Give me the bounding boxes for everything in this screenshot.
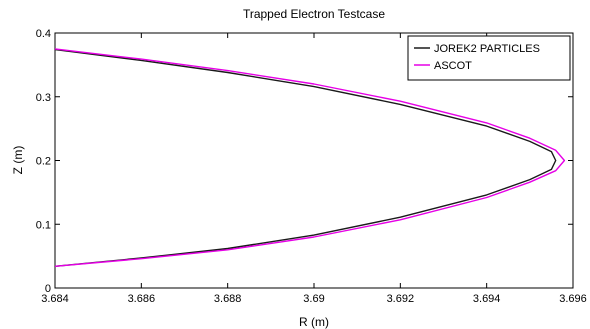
x-tick-label: 3.696	[559, 293, 587, 305]
legend-label-0: JOREK2 PARTICLES	[434, 43, 540, 55]
x-tick-label: 3.684	[41, 293, 69, 305]
series-layer	[54, 48, 566, 267]
x-tick-label: 3.692	[387, 293, 415, 305]
x-axis-title: R (m)	[299, 315, 329, 329]
y-tick-label: 0.4	[36, 28, 51, 40]
y-tick-label: 0.2	[36, 156, 51, 168]
y-tick-label: 0.3	[36, 92, 51, 104]
x-tick-label: 3.688	[214, 293, 242, 305]
y-tick-label: 0	[45, 283, 51, 295]
x-tick-label: 3.686	[128, 293, 156, 305]
series-line-1	[54, 48, 566, 267]
axis-ticks: 3.684 3.686 3.688 3.69 3.692 3.694 3.696 0 0.1 0.…	[36, 28, 587, 305]
legend-label-1: ASCOT	[434, 60, 472, 72]
series-line-0	[54, 48, 557, 267]
y-tick-label: 0.1	[36, 219, 51, 231]
legend: JOREK2 PARTICLES ASCOT	[407, 35, 571, 81]
y-axis-title: Z (m)	[11, 146, 25, 175]
chart-title: Trapped Electron Testcase	[243, 7, 385, 21]
x-tick-label: 3.69	[303, 293, 324, 305]
x-tick-label: 3.694	[473, 293, 501, 305]
legend-box	[407, 35, 571, 81]
